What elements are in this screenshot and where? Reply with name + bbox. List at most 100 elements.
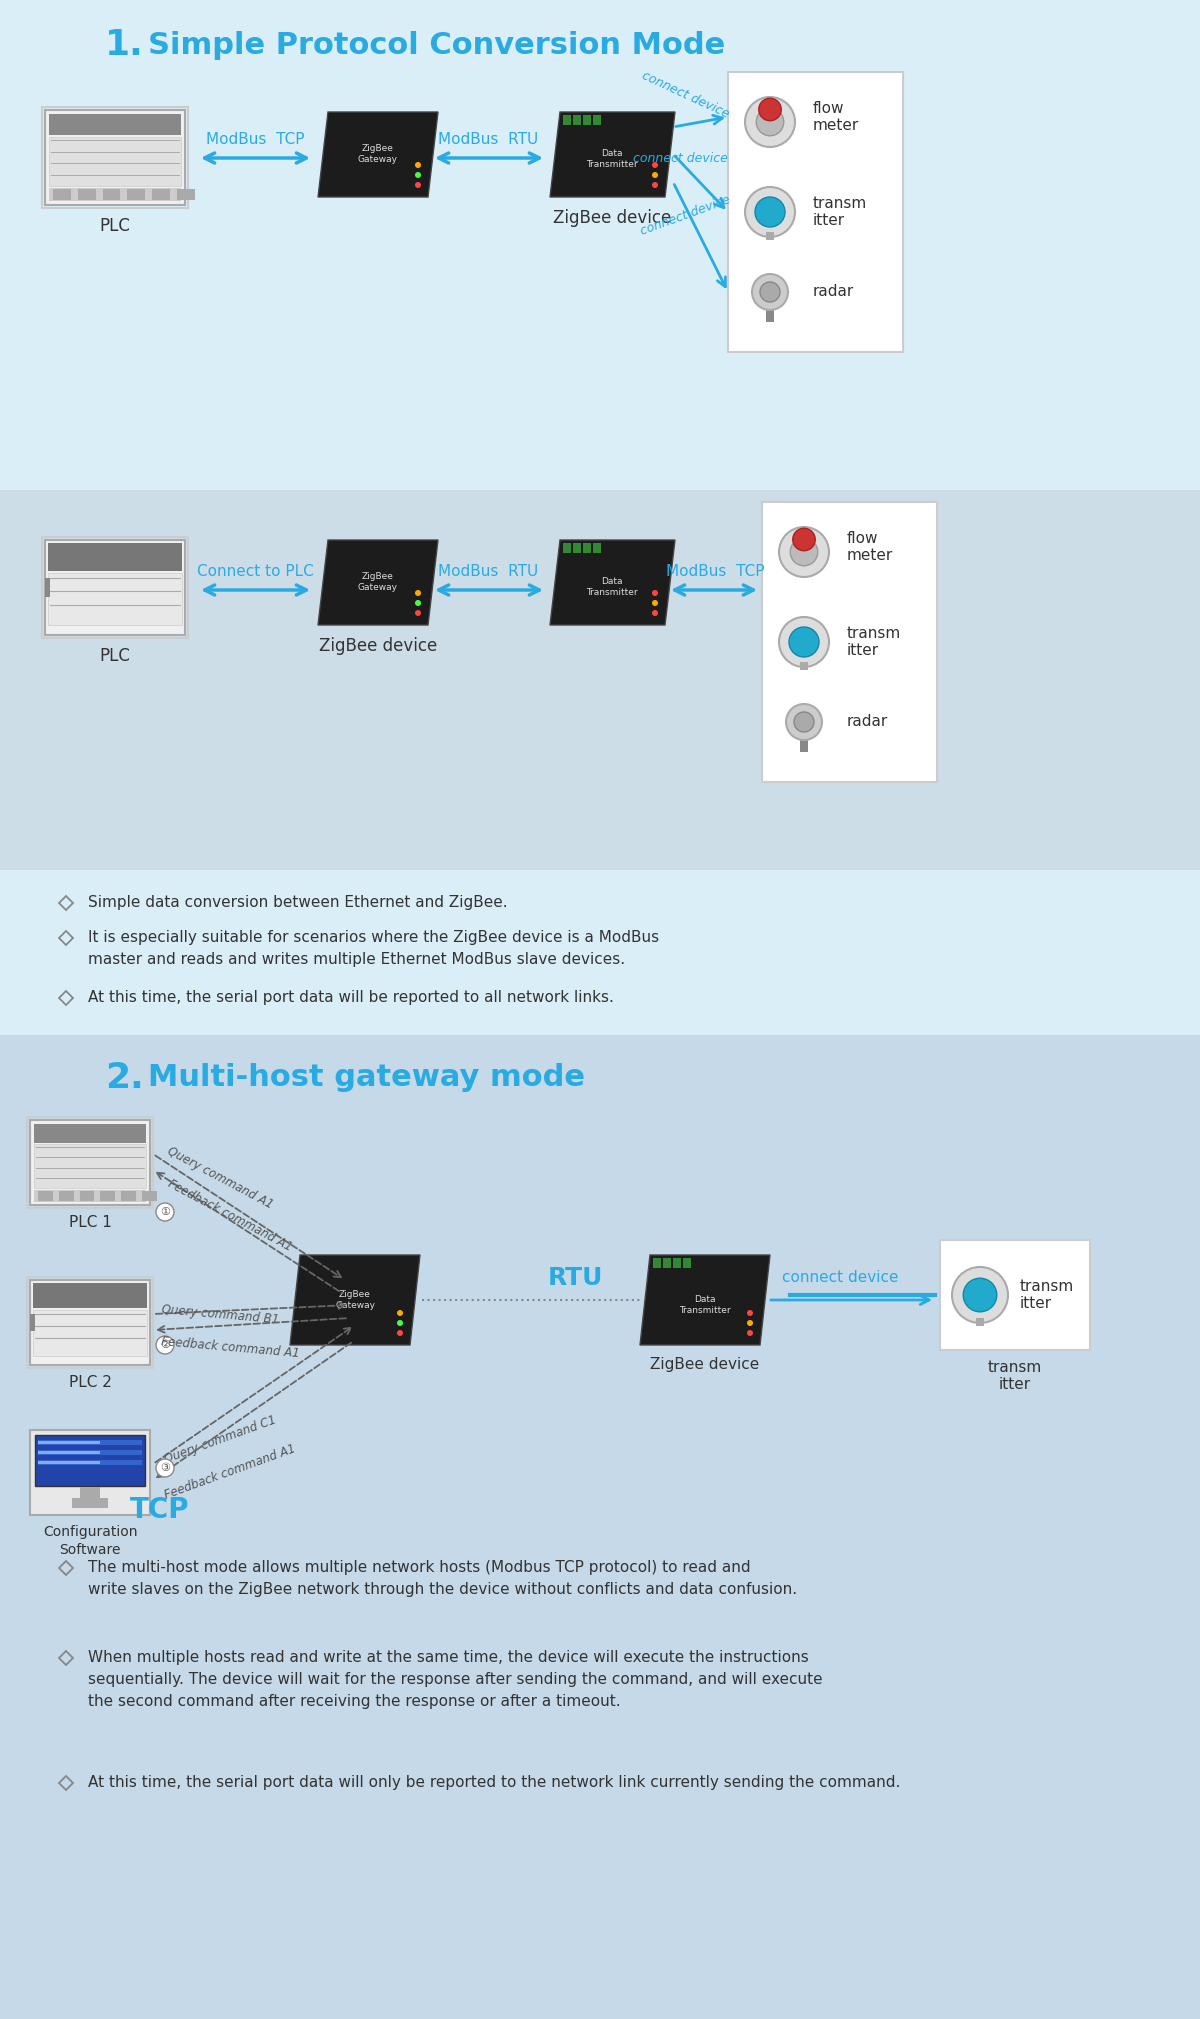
Bar	[583, 115, 592, 125]
Bar	[46, 577, 50, 598]
Bar	[178, 190, 194, 200]
Bar	[46, 539, 185, 636]
Text: Feedback command A1: Feedback command A1	[162, 1442, 298, 1502]
Text: radar: radar	[847, 715, 888, 729]
Bar	[683, 1258, 691, 1268]
Circle shape	[745, 188, 796, 236]
Circle shape	[652, 172, 658, 178]
Bar	[34, 1125, 146, 1143]
Circle shape	[415, 610, 421, 616]
Text: The multi-host mode allows multiple network hosts (Modbus TCP protocol) to read : The multi-host mode allows multiple netw…	[88, 1561, 797, 1597]
Bar	[34, 1282, 148, 1308]
Circle shape	[790, 628, 818, 656]
Bar	[653, 1258, 661, 1268]
Circle shape	[156, 1203, 174, 1221]
Text: ZigBee device: ZigBee device	[650, 1357, 760, 1373]
Text: transm
itter: transm itter	[847, 626, 901, 658]
Bar	[593, 115, 601, 125]
Bar	[30, 1121, 150, 1205]
Bar	[976, 1318, 984, 1326]
Text: At this time, the serial port data will only be reported to the network link cur: At this time, the serial port data will …	[88, 1775, 900, 1791]
Bar	[766, 232, 774, 240]
Text: PLC: PLC	[100, 216, 131, 234]
Bar	[800, 662, 808, 670]
Text: flow
meter: flow meter	[814, 101, 859, 133]
Circle shape	[397, 1310, 403, 1316]
Circle shape	[397, 1320, 403, 1326]
Bar	[38, 1440, 142, 1446]
Circle shape	[652, 162, 658, 168]
Bar	[800, 723, 808, 751]
Bar	[28, 1117, 154, 1207]
Bar	[38, 1452, 101, 1454]
Text: radar: radar	[814, 285, 854, 299]
Bar	[673, 1258, 682, 1268]
Circle shape	[746, 1331, 754, 1337]
Bar	[48, 543, 182, 571]
Circle shape	[746, 1320, 754, 1326]
Text: It is especially suitable for scenarios where the ZigBee device is a ModBus
mast: It is especially suitable for scenarios …	[88, 931, 659, 967]
Circle shape	[652, 590, 658, 596]
Circle shape	[756, 109, 784, 135]
Circle shape	[746, 1310, 754, 1316]
Text: ModBus  RTU: ModBus RTU	[438, 565, 538, 579]
Circle shape	[755, 198, 785, 226]
Bar	[59, 1191, 73, 1201]
Text: Configuration
Software: Configuration Software	[43, 1524, 137, 1557]
Circle shape	[791, 539, 817, 565]
Bar	[49, 137, 181, 186]
Circle shape	[397, 1331, 403, 1337]
Bar	[48, 573, 182, 626]
Circle shape	[794, 713, 814, 733]
Polygon shape	[290, 1256, 420, 1345]
Bar	[0, 1036, 1200, 2019]
Bar	[662, 1258, 671, 1268]
Circle shape	[758, 99, 781, 121]
Text: 2.: 2.	[106, 1062, 144, 1094]
Circle shape	[952, 1268, 1008, 1322]
Circle shape	[779, 618, 829, 666]
Bar	[563, 115, 571, 125]
Text: Query command A1: Query command A1	[164, 1145, 275, 1211]
Text: RTU: RTU	[547, 1266, 602, 1290]
Circle shape	[964, 1278, 997, 1312]
Bar	[34, 1189, 146, 1201]
Text: flow
meter: flow meter	[847, 531, 893, 563]
Bar	[0, 491, 1200, 880]
Bar	[593, 543, 601, 553]
Bar	[574, 115, 581, 125]
Bar	[35, 1436, 145, 1486]
Text: Simple data conversion between Ethernet and ZigBee.: Simple data conversion between Ethernet …	[88, 894, 508, 911]
Bar	[101, 1191, 115, 1201]
Circle shape	[760, 283, 780, 303]
Text: transm
itter: transm itter	[814, 196, 868, 228]
Bar	[142, 1191, 157, 1201]
Circle shape	[745, 97, 796, 147]
Text: PLC 1: PLC 1	[68, 1215, 112, 1230]
Text: ZigBee
Gateway: ZigBee Gateway	[358, 571, 398, 592]
Bar	[762, 503, 937, 781]
Bar	[766, 293, 774, 321]
Circle shape	[652, 182, 658, 188]
Bar	[121, 1191, 136, 1201]
Bar	[28, 1276, 154, 1369]
Circle shape	[752, 275, 788, 311]
Circle shape	[652, 610, 658, 616]
Polygon shape	[318, 111, 438, 198]
Text: ModBus  RTU: ModBus RTU	[438, 133, 538, 147]
Text: ModBus  TCP: ModBus TCP	[205, 133, 305, 147]
Text: Simple Protocol Conversion Mode: Simple Protocol Conversion Mode	[148, 30, 725, 59]
Text: Data
Transmitter: Data Transmitter	[586, 149, 638, 170]
Bar	[30, 1314, 35, 1331]
Bar	[127, 190, 145, 200]
Bar	[78, 190, 96, 200]
Bar	[42, 107, 188, 208]
Text: ZigBee
Gateway: ZigBee Gateway	[335, 1290, 374, 1310]
Circle shape	[786, 705, 822, 741]
Circle shape	[156, 1337, 174, 1355]
Bar	[38, 1450, 142, 1456]
Bar	[80, 1486, 100, 1498]
Polygon shape	[550, 539, 674, 626]
Bar	[152, 190, 170, 200]
Bar	[72, 1498, 108, 1508]
